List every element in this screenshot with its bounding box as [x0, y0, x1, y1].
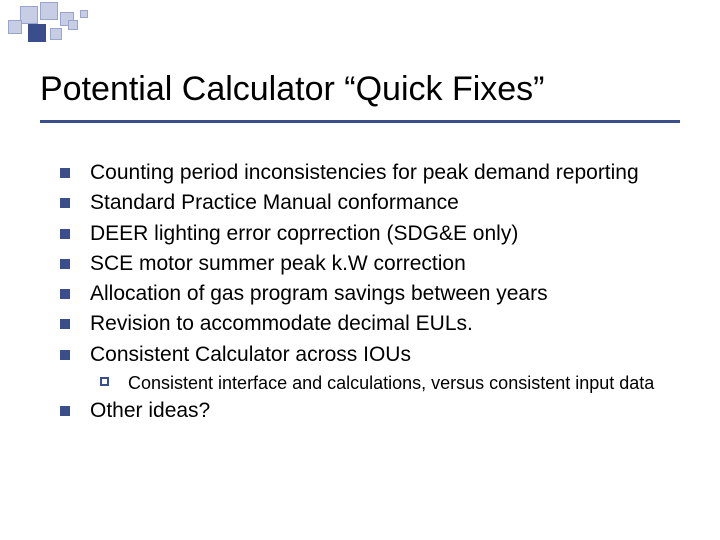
deco-square-icon	[68, 20, 78, 30]
bullet-item: Consistent Calculator across IOUs Consist…	[60, 342, 680, 395]
bullet-text: Counting period inconsistencies for peak…	[90, 161, 639, 184]
deco-square-icon	[20, 6, 38, 24]
square-bullet-icon	[60, 319, 70, 329]
bullet-text: Revision to accommodate decimal EULs.	[90, 312, 473, 335]
bullet-item: Revision to accommodate decimal EULs.	[60, 311, 680, 337]
bullet-item: SCE motor summer peak k.W correction	[60, 251, 680, 277]
deco-square-icon	[80, 10, 88, 18]
sub-bullet-text: Consistent interface and calculations, v…	[128, 373, 654, 393]
bullet-text: DEER lighting error coprrection (SDG&E o…	[90, 222, 518, 245]
bullet-text: Consistent Calculator across IOUs	[90, 343, 411, 366]
deco-square-icon	[40, 2, 58, 20]
title-area: Potential Calculator “Quick Fixes”	[40, 70, 680, 109]
deco-square-icon	[8, 20, 22, 34]
title-divider	[40, 120, 680, 123]
square-bullet-icon	[60, 289, 70, 299]
hollow-square-bullet-icon	[100, 377, 109, 386]
slide-title: Potential Calculator “Quick Fixes”	[40, 70, 680, 109]
bullet-item: Other ideas?	[60, 398, 680, 424]
square-bullet-icon	[60, 198, 70, 208]
bullet-text: Allocation of gas program savings betwee…	[90, 282, 548, 305]
sub-bullet-list: Consistent interface and calculations, v…	[90, 372, 680, 395]
corner-decoration	[0, 0, 720, 40]
deco-square-icon	[28, 24, 46, 42]
bullet-item: Standard Practice Manual conformance	[60, 190, 680, 216]
bullet-item: Counting period inconsistencies for peak…	[60, 160, 680, 186]
square-bullet-icon	[60, 406, 70, 416]
bullet-text: Standard Practice Manual conformance	[90, 191, 459, 214]
slide: Potential Calculator “Quick Fixes” Count…	[0, 0, 720, 540]
bullet-text: SCE motor summer peak k.W correction	[90, 252, 466, 275]
square-bullet-icon	[60, 350, 70, 360]
square-bullet-icon	[60, 229, 70, 239]
bullet-item: DEER lighting error coprrection (SDG&E o…	[60, 221, 680, 247]
bullet-item: Allocation of gas program savings betwee…	[60, 281, 680, 307]
bullet-text: Other ideas?	[90, 399, 210, 422]
square-bullet-icon	[60, 259, 70, 269]
sub-bullet-item: Consistent interface and calculations, v…	[100, 372, 680, 395]
deco-square-icon	[50, 28, 62, 40]
content-area: Counting period inconsistencies for peak…	[60, 160, 680, 429]
square-bullet-icon	[60, 168, 70, 178]
bullet-list: Counting period inconsistencies for peak…	[60, 160, 680, 425]
